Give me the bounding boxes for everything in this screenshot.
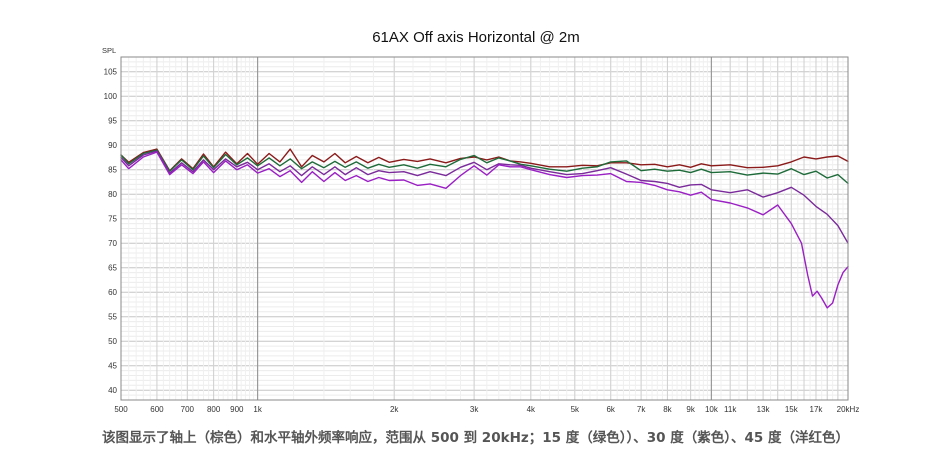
x-tick-label: 8k	[663, 405, 672, 414]
x-tick-label: 700	[181, 405, 195, 414]
plot-frame	[120, 56, 849, 401]
x-tick-label: 800	[207, 405, 221, 414]
series-line-1	[120, 148, 849, 172]
x-tick-label: 13k	[757, 405, 771, 414]
y-tick-label: 40	[108, 386, 117, 395]
x-tick-label: 10k	[705, 405, 719, 414]
x-tick-label: 1k	[253, 405, 262, 414]
y-tick-label: 95	[108, 117, 117, 126]
series-line-4	[120, 151, 849, 309]
grid	[120, 56, 849, 401]
x-tick-label: 600	[150, 405, 164, 414]
x-tick-label: 5k	[571, 405, 580, 414]
x-tick-label: 900	[230, 405, 244, 414]
x-tick-label: 9k	[686, 405, 695, 414]
y-tick-label: 100	[104, 92, 118, 101]
y-tick-label: 60	[108, 288, 117, 297]
x-tick-label: 15k	[785, 405, 799, 414]
series-lines	[120, 148, 849, 309]
x-tick-label: 20kHz	[837, 405, 860, 414]
y-tick-label: 85	[108, 166, 117, 175]
x-tick-label: 6k	[606, 405, 615, 414]
y-tick-label: 55	[108, 313, 117, 322]
y-axis-label: SPL	[102, 46, 116, 55]
series-line-2	[120, 149, 849, 185]
x-tick-label: 4k	[527, 405, 536, 414]
x-tick-label: 11k	[724, 405, 737, 414]
y-tick-label: 70	[108, 239, 117, 248]
x-tick-label: 3k	[470, 405, 479, 414]
y-tick-label: 105	[104, 68, 118, 77]
figure-caption: 该图显示了轴上（棕色）和水平轴外频率响应，范围从 500 到 20kHz；15 …	[102, 430, 849, 446]
y-tick-label: 50	[108, 337, 117, 346]
x-tick-label: 2k	[390, 405, 399, 414]
y-tick-label: 65	[108, 264, 117, 273]
x-tick-label: 7k	[637, 405, 646, 414]
tick-labels: 40 45 50 55 60 65 70 75 80 85 90 95 100 105 500 600 700 8…	[104, 68, 860, 414]
chart-title: 61AX Off axis Horizontal @ 2m	[372, 29, 580, 46]
y-tick-label: 80	[108, 190, 117, 199]
x-tick-label: 500	[114, 405, 128, 414]
y-tick-label: 90	[108, 141, 117, 150]
y-tick-label: 45	[108, 362, 117, 371]
x-tick-label: 17k	[810, 405, 824, 414]
series-line-3	[120, 150, 849, 244]
y-tick-label: 75	[108, 215, 117, 224]
